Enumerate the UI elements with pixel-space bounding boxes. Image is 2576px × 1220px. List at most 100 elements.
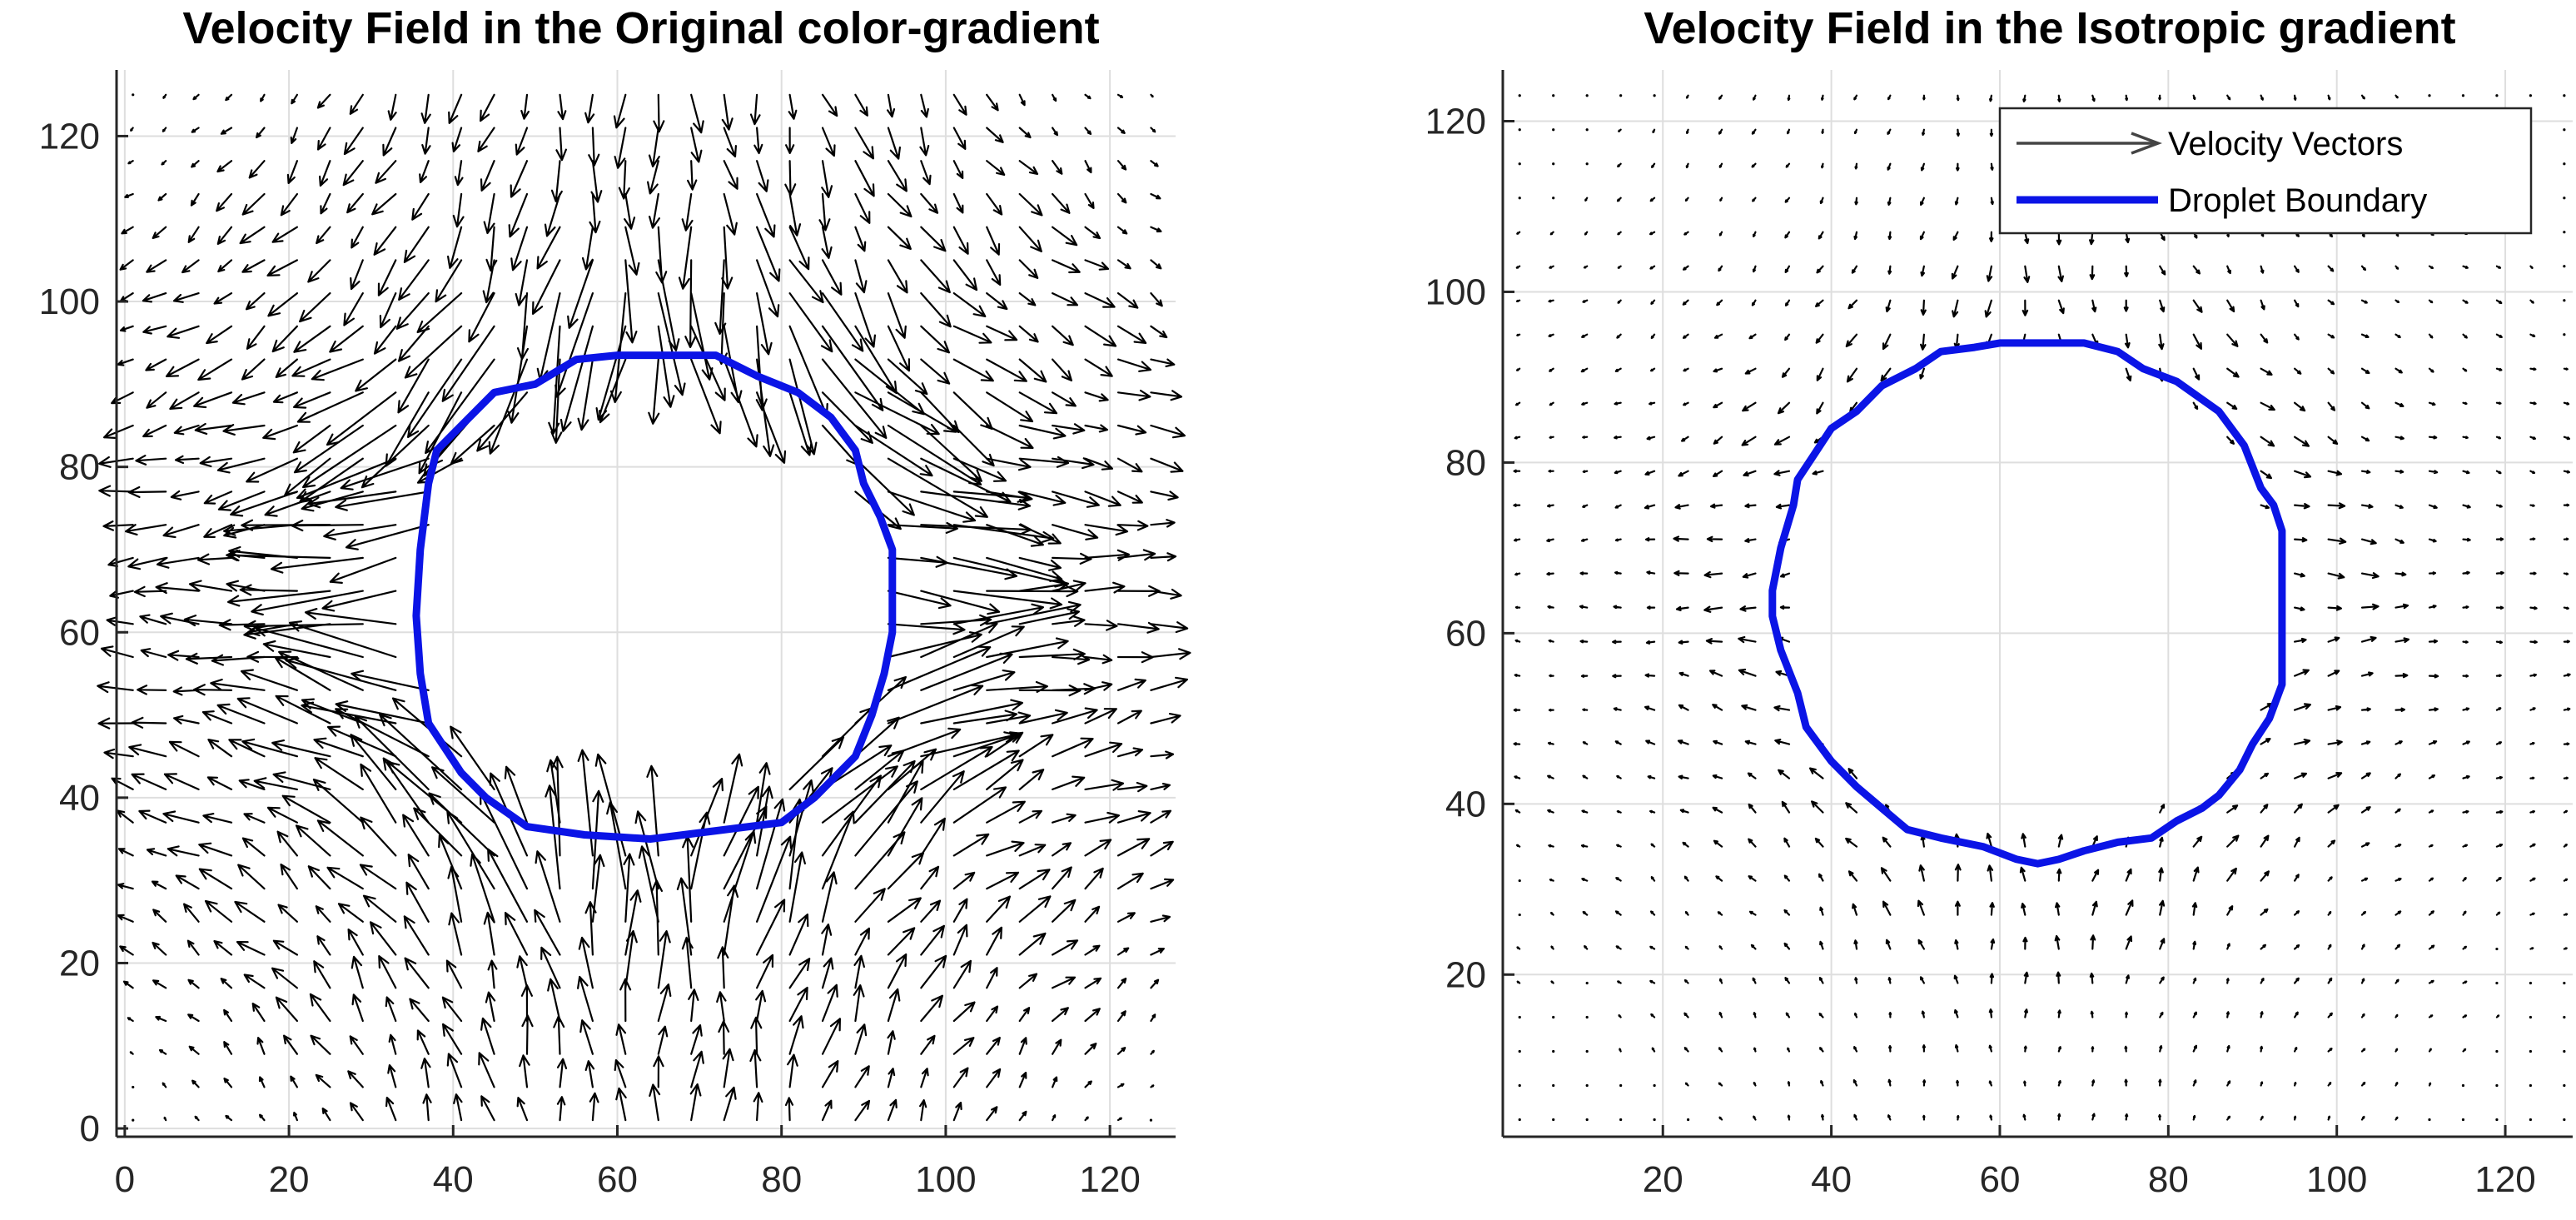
velocity-vector	[920, 325, 950, 354]
velocity-vector	[1116, 549, 1156, 561]
velocity-vector	[2360, 333, 2370, 338]
velocity-vector	[1084, 811, 1120, 824]
velocity-vector	[2462, 367, 2468, 372]
velocity-vector	[920, 614, 992, 626]
velocity-vector	[2462, 877, 2467, 882]
velocity-vector	[234, 900, 266, 923]
velocity-vector	[1816, 367, 1824, 381]
velocity-vector	[407, 358, 463, 438]
velocity-vector	[1853, 939, 1858, 950]
velocity-vector	[1744, 538, 1757, 543]
velocity-vector	[1990, 162, 1994, 171]
velocity-vector	[1619, 1048, 1622, 1053]
velocity-vector	[157, 192, 167, 202]
velocity-vector	[1514, 572, 1521, 576]
velocity-vector	[1585, 128, 1589, 132]
velocity-vector	[2495, 470, 2502, 475]
velocity-vector	[2394, 436, 2404, 441]
velocity-vector	[624, 889, 642, 956]
velocity-vector	[887, 645, 992, 691]
velocity-vector	[146, 391, 167, 409]
velocity-vector	[1718, 945, 1723, 950]
velocity-vector	[379, 714, 463, 790]
velocity-vector	[1150, 676, 1188, 691]
velocity-vector	[1718, 231, 1723, 237]
velocity-vector	[271, 739, 331, 758]
velocity-vector	[1116, 192, 1127, 204]
velocity-vector	[216, 457, 266, 474]
velocity-vector	[1953, 974, 1959, 984]
velocity-vector	[1549, 231, 1554, 236]
velocity-vector	[420, 1058, 431, 1088]
velocity-vector	[2563, 640, 2570, 644]
velocity-vector	[1582, 436, 1589, 439]
legend-label: Droplet Boundary	[2168, 182, 2427, 219]
velocity-vector	[510, 226, 529, 271]
velocity-vector	[190, 192, 200, 207]
velocity-vector	[2191, 902, 2198, 916]
velocity-vector	[920, 590, 1001, 615]
velocity-vector	[1150, 325, 1168, 339]
velocity-vector	[2428, 809, 2434, 814]
velocity-vector	[186, 939, 200, 956]
velocity-vector	[690, 1024, 703, 1055]
velocity-vector	[1514, 775, 1521, 779]
velocity-vector	[722, 1048, 734, 1088]
velocity-vector	[1651, 1047, 1656, 1053]
velocity-vector	[223, 1041, 233, 1055]
velocity-vector	[2057, 1046, 2061, 1053]
velocity-vector	[2158, 867, 2164, 882]
velocity-vector	[1738, 635, 1757, 644]
velocity-vector	[1052, 160, 1063, 175]
velocity-vector	[1718, 128, 1723, 135]
velocity-vector	[220, 978, 233, 989]
velocity-vector	[2495, 809, 2504, 814]
velocity-vector	[1747, 772, 1757, 779]
velocity-vector	[316, 819, 364, 857]
velocity-vector	[1582, 910, 1589, 916]
velocity-vector	[2529, 94, 2533, 97]
velocity-vector	[485, 226, 498, 272]
velocity-vector	[347, 1070, 364, 1088]
velocity-vector	[275, 695, 331, 725]
velocity-vector	[1018, 325, 1039, 343]
velocity-vector	[280, 864, 298, 890]
velocity-vector	[2495, 741, 2502, 745]
velocity-vector	[1584, 945, 1589, 950]
velocity-vector	[986, 391, 1034, 423]
velocity-vector	[296, 457, 397, 500]
velocity-vector	[589, 192, 601, 234]
velocity-vector	[2294, 537, 2308, 543]
velocity-vector	[2394, 844, 2402, 848]
velocity-vector	[1549, 879, 1554, 882]
velocity-vector	[1116, 325, 1147, 344]
velocity-vector	[723, 1086, 737, 1122]
legend-entry-droplet-boundary: Droplet Boundary	[2017, 182, 2427, 219]
velocity-vector	[1084, 1043, 1097, 1055]
velocity-vector	[329, 556, 397, 584]
velocity-vector	[1150, 490, 1179, 501]
velocity-vector	[2226, 867, 2237, 882]
velocity-vector	[1150, 948, 1165, 956]
velocity-vector	[316, 226, 331, 245]
velocity-vector	[2125, 1113, 2129, 1121]
velocity-vector	[2057, 1113, 2061, 1121]
velocity-vector	[2260, 299, 2265, 311]
velocity-vector	[290, 1075, 298, 1088]
velocity-vector	[854, 226, 867, 252]
velocity-vector	[354, 715, 430, 790]
velocity-vector	[1618, 128, 1622, 132]
velocity-vector	[986, 1106, 998, 1122]
velocity-vector	[1116, 93, 1124, 98]
velocity-vector	[1753, 1115, 1757, 1121]
velocity-vector	[480, 93, 495, 122]
velocity-vector	[887, 953, 908, 989]
velocity-vector	[887, 1030, 896, 1055]
velocity-vector	[1919, 976, 1925, 984]
velocity-vector	[121, 226, 134, 235]
velocity-vector	[2226, 401, 2238, 410]
velocity-vector	[1613, 707, 1622, 711]
velocity-vector	[1989, 94, 1993, 102]
velocity-vector	[1649, 809, 1656, 814]
velocity-vector	[2091, 1079, 2096, 1087]
